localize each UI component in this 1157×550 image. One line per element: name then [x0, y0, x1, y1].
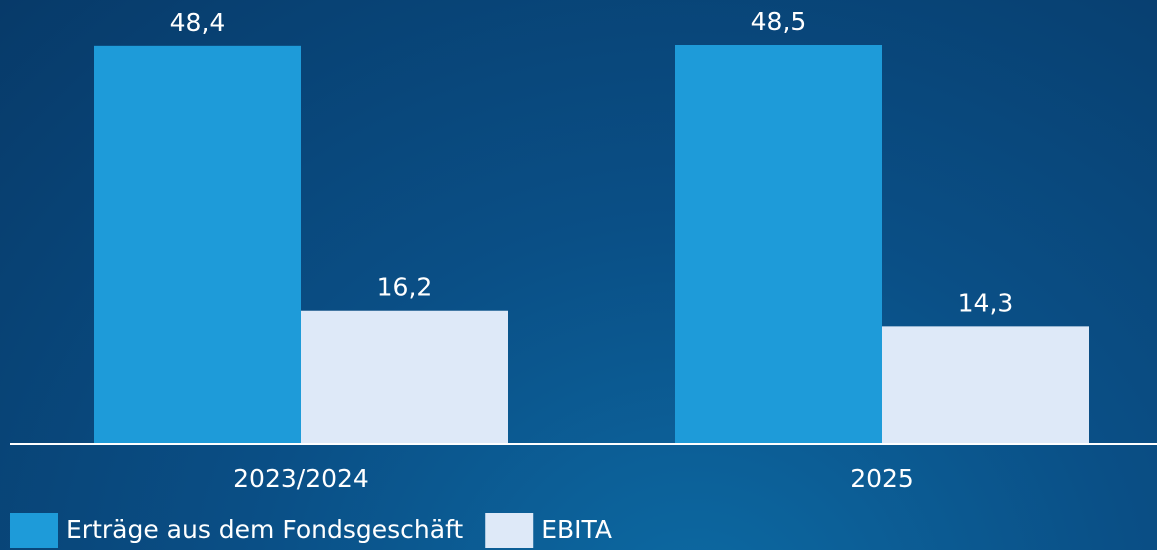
legend-swatch: [10, 513, 58, 548]
bar: [882, 326, 1089, 444]
legend-label: Erträge aus dem Fondsgeschäft: [66, 515, 463, 544]
x-tick-label: 2023/2024: [233, 464, 369, 493]
bar: [94, 45, 301, 444]
bar: [301, 310, 508, 444]
value-label: 16,2: [377, 273, 433, 302]
x-tick-label: 2025: [850, 464, 914, 493]
value-label: 48,5: [751, 7, 807, 36]
value-label: 14,3: [958, 288, 1014, 317]
bar: [675, 45, 882, 444]
value-label: 48,4: [170, 8, 226, 37]
legend-label: EBITA: [541, 515, 612, 544]
legend-swatch: [485, 513, 534, 548]
